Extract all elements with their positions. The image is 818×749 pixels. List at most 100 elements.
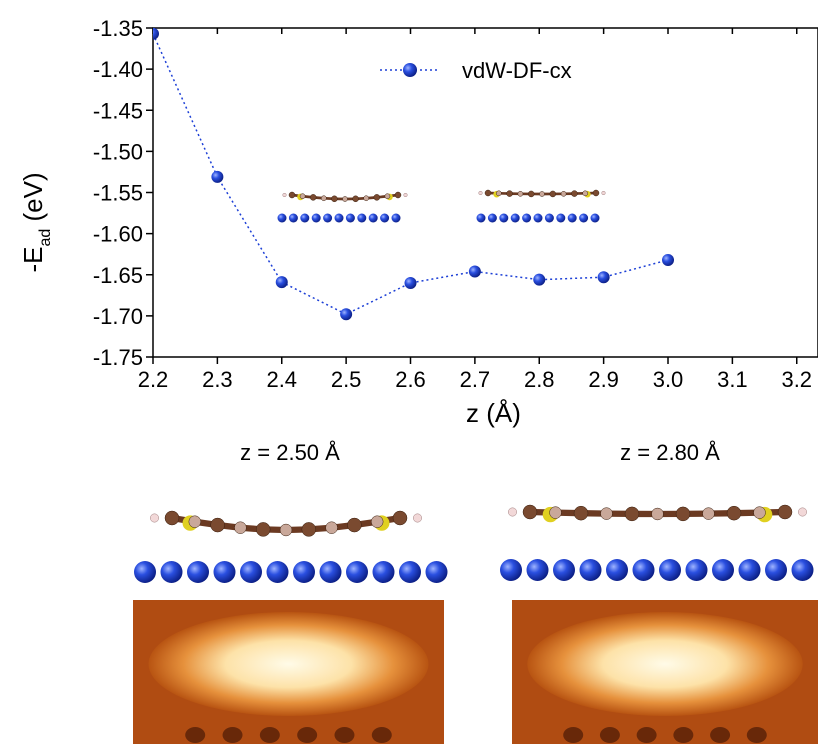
carbon-atom — [165, 511, 179, 525]
hydrogen-atom — [150, 514, 158, 522]
surface-atom — [357, 214, 366, 223]
surface-atom — [214, 561, 236, 583]
carbon-atom — [321, 196, 326, 201]
surface-atom — [134, 561, 156, 583]
hydrogen-atom — [404, 193, 408, 197]
carbon-atom — [574, 506, 588, 520]
carbon-atom — [539, 191, 544, 196]
x-tick-label: 3.1 — [717, 367, 748, 392]
y-tick-label: -1.40 — [93, 57, 143, 82]
x-tick-label: 2.9 — [588, 367, 619, 392]
carbon-atom — [342, 196, 347, 201]
carbon-atom — [234, 522, 246, 534]
surface-atom — [527, 559, 549, 581]
surface-atom — [545, 214, 554, 223]
carbon-atom — [583, 191, 588, 196]
surface-atom — [739, 559, 761, 581]
carbon-atom — [385, 194, 390, 199]
surface-atom — [712, 559, 734, 581]
carbon-atom — [353, 196, 359, 202]
surface-atom — [369, 214, 378, 223]
surface-atom — [500, 559, 522, 581]
data-point — [276, 276, 288, 288]
y-tick-label: -1.65 — [93, 263, 143, 288]
surface-atom — [380, 214, 389, 223]
carbon-atom — [302, 522, 316, 536]
surface-atom — [580, 559, 602, 581]
carbon-atom — [507, 191, 513, 197]
carbon-atom — [371, 516, 383, 528]
surface-atom — [606, 559, 628, 581]
panel-label: z = 2.80 Å — [620, 440, 720, 465]
carbon-atom — [331, 196, 337, 202]
stm-dark-spot — [334, 727, 354, 743]
stm-dark-spot — [260, 727, 280, 743]
carbon-atom — [347, 518, 361, 532]
y-axis-label-part: ad — [37, 229, 54, 247]
y-axis-label-part: -E — [18, 247, 48, 273]
surface-atom — [568, 214, 577, 223]
surface-atom — [792, 559, 814, 581]
surface-atom — [488, 214, 497, 223]
hydrogen-atom — [479, 191, 483, 195]
carbon-atom — [754, 507, 766, 519]
data-point — [662, 254, 674, 266]
carbon-atom — [326, 522, 338, 534]
data-point — [340, 308, 352, 320]
hydrogen-atom — [602, 191, 606, 195]
data-point — [211, 171, 223, 183]
carbon-atom — [561, 191, 566, 196]
carbon-atom — [601, 508, 613, 520]
data-point — [147, 28, 159, 40]
y-axis-label-part: (eV) — [18, 172, 48, 228]
surface-atom — [335, 214, 344, 223]
stm-dark-spot — [185, 727, 205, 743]
data-point — [533, 274, 545, 286]
hydrogen-atom — [798, 508, 806, 516]
surface-atom — [392, 214, 401, 223]
carbon-atom — [523, 505, 537, 519]
surface-atom — [553, 559, 575, 581]
stm-dark-spot — [297, 727, 317, 743]
surface-atom — [579, 214, 588, 223]
stm-dark-spot — [563, 727, 583, 743]
carbon-atom — [211, 518, 225, 532]
surface-atom — [289, 214, 298, 223]
x-tick-label: 3.2 — [781, 367, 812, 392]
stm-dark-spot — [673, 727, 693, 743]
stm-dark-spot — [747, 727, 767, 743]
legend-marker — [403, 63, 417, 77]
carbon-atom — [518, 191, 523, 196]
surface-atom — [240, 561, 262, 583]
y-tick-label: -1.45 — [93, 98, 143, 123]
stm-dark-spot — [637, 727, 657, 743]
stm-blob — [149, 612, 429, 716]
surface-atom — [522, 214, 531, 223]
carbon-atom — [256, 522, 270, 536]
x-tick-label: 2.6 — [395, 367, 426, 392]
x-tick-label: 2.8 — [524, 367, 555, 392]
surface-atom — [686, 559, 708, 581]
surface-atom — [373, 561, 395, 583]
hydrogen-atom — [508, 508, 516, 516]
carbon-atom — [189, 516, 201, 528]
carbon-atom — [393, 511, 407, 525]
carbon-atom — [676, 507, 690, 521]
carbon-atom — [528, 191, 534, 197]
carbon-atom — [550, 507, 562, 519]
surface-atom — [477, 214, 486, 223]
carbon-atom — [280, 524, 292, 536]
carbon-atom — [364, 196, 369, 201]
surface-atom — [399, 561, 421, 583]
stm-dark-spot — [372, 727, 392, 743]
panel-label: z = 2.50 Å — [240, 440, 340, 465]
hydrogen-atom — [283, 193, 287, 197]
carbon-atom — [496, 191, 501, 196]
data-point — [469, 265, 481, 277]
surface-atom — [320, 561, 342, 583]
surface-atom — [534, 214, 543, 223]
stm-dark-spot — [600, 727, 620, 743]
data-point — [598, 271, 610, 283]
y-tick-label: -1.55 — [93, 181, 143, 206]
